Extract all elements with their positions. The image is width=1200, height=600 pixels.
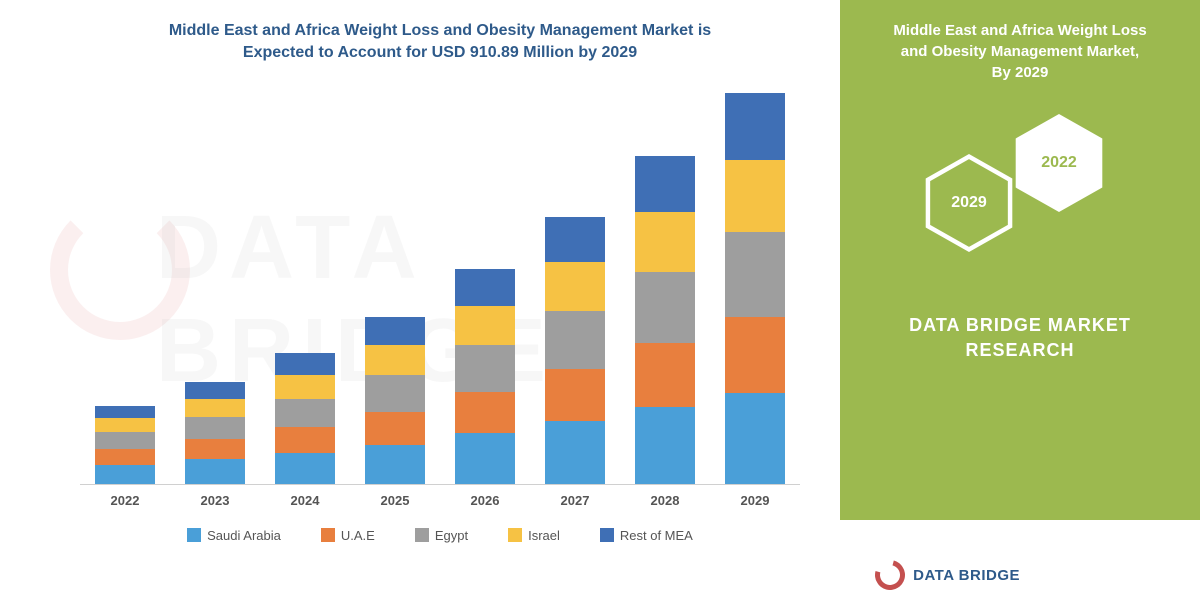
bar-segment — [455, 269, 515, 306]
legend-item: Egypt — [415, 528, 468, 543]
bar-segment — [275, 427, 335, 453]
bar-segment — [365, 345, 425, 375]
hex-2029: 2029 — [924, 153, 1014, 253]
right-panel-title: Middle East and Africa Weight Loss and O… — [864, 20, 1176, 83]
bar-segment — [185, 459, 245, 483]
brand-text: DATA BRIDGE MARKET RESEARCH — [864, 313, 1176, 363]
chart-title: Middle East and Africa Weight Loss and O… — [60, 20, 820, 65]
bar-segment — [95, 418, 155, 432]
bar-segment — [545, 311, 605, 369]
bar-segment — [95, 465, 155, 484]
bar-segment — [635, 212, 695, 272]
legend-swatch — [415, 528, 429, 542]
bar-group — [635, 156, 695, 484]
x-axis-label: 2023 — [170, 493, 260, 508]
right-title-line1: Middle East and Africa Weight Loss — [893, 22, 1146, 39]
bar-segment — [275, 453, 335, 483]
chart-title-line1: Middle East and Africa Weight Loss and O… — [169, 22, 711, 39]
x-axis-label: 2027 — [530, 493, 620, 508]
bar-group — [275, 353, 335, 483]
bar-group — [185, 382, 245, 484]
right-title-line2: and Obesity Management Market, — [901, 43, 1139, 60]
legend-item: Saudi Arabia — [187, 528, 281, 543]
bar-segment — [635, 272, 695, 343]
bar-segment — [365, 317, 425, 345]
x-axis-labels: 20222023202420252026202720282029 — [80, 493, 800, 508]
footer-logo-icon — [870, 555, 911, 596]
bar-segment — [635, 407, 695, 484]
legend-item: Rest of MEA — [600, 528, 693, 543]
hex-2022-label: 2022 — [1041, 154, 1077, 172]
legend-swatch — [187, 528, 201, 542]
bar-group — [95, 406, 155, 484]
bar-group — [365, 317, 425, 484]
bar-segment — [95, 406, 155, 418]
legend-swatch — [600, 528, 614, 542]
bar-segment — [725, 232, 785, 317]
chart-region: Middle East and Africa Weight Loss and O… — [60, 20, 820, 580]
bar-segment — [725, 93, 785, 161]
bar-segment — [95, 449, 155, 465]
bar-segment — [185, 439, 245, 459]
bar-segment — [275, 399, 335, 428]
hex-2022: 2022 — [1014, 113, 1104, 213]
legend-label: Israel — [528, 528, 560, 543]
bar-group — [725, 93, 785, 484]
bar-group — [545, 217, 605, 484]
bar-segment — [455, 392, 515, 434]
bar-segment — [725, 317, 785, 394]
bar-segment — [275, 353, 335, 375]
chart-plot — [80, 85, 800, 485]
legend-label: Egypt — [435, 528, 468, 543]
bar-segment — [185, 399, 245, 417]
hex-2029-label: 2029 — [951, 194, 987, 212]
bar-segment — [545, 262, 605, 311]
bar-segment — [455, 306, 515, 345]
x-axis-label: 2026 — [440, 493, 530, 508]
bar-segment — [545, 421, 605, 484]
bar-segment — [95, 432, 155, 449]
bar-segment — [725, 160, 785, 231]
footer-logo-text: DATA BRIDGE — [913, 567, 1020, 584]
bar-segment — [185, 417, 245, 440]
bar-segment — [545, 217, 605, 262]
bar-segment — [635, 156, 695, 212]
x-axis-label: 2029 — [710, 493, 800, 508]
bar-segment — [635, 343, 695, 407]
bar-segment — [725, 393, 785, 483]
bar-group — [455, 269, 515, 484]
x-axis-label: 2025 — [350, 493, 440, 508]
bar-segment — [455, 433, 515, 483]
bar-segment — [545, 369, 605, 421]
legend-label: Saudi Arabia — [207, 528, 281, 543]
right-title-line3: By 2029 — [992, 64, 1049, 81]
chart-title-line2: Expected to Account for USD 910.89 Milli… — [243, 44, 637, 61]
legend-item: Israel — [508, 528, 560, 543]
bar-segment — [275, 375, 335, 398]
legend-swatch — [321, 528, 335, 542]
bar-segment — [455, 345, 515, 392]
x-axis-label: 2022 — [80, 493, 170, 508]
brand-line2: RESEARCH — [965, 340, 1074, 360]
bar-segment — [185, 382, 245, 399]
chart-legend: Saudi Arabia U.A.E Egypt Israel Rest of MEA — [60, 528, 820, 543]
brand-line1: DATA BRIDGE MARKET — [909, 315, 1131, 335]
legend-swatch — [508, 528, 522, 542]
hex-group: 2029 2022 — [864, 113, 1176, 273]
x-axis-label: 2028 — [620, 493, 710, 508]
legend-label: Rest of MEA — [620, 528, 693, 543]
bar-segment — [365, 412, 425, 445]
legend-label: U.A.E — [341, 528, 375, 543]
footer-logo: DATA BRIDGE — [875, 560, 1020, 590]
legend-item: U.A.E — [321, 528, 375, 543]
right-panel: Middle East and Africa Weight Loss and O… — [840, 0, 1200, 520]
x-axis-label: 2024 — [260, 493, 350, 508]
bar-segment — [365, 445, 425, 484]
bar-segment — [365, 375, 425, 412]
